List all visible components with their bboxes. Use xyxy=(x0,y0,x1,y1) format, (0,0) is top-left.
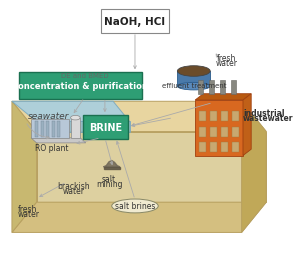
FancyBboxPatch shape xyxy=(221,142,228,152)
Polygon shape xyxy=(12,102,266,132)
FancyBboxPatch shape xyxy=(232,127,239,137)
FancyBboxPatch shape xyxy=(52,122,55,137)
Text: fresh: fresh xyxy=(17,204,37,213)
FancyBboxPatch shape xyxy=(101,10,169,34)
Polygon shape xyxy=(31,138,86,143)
Text: salt: salt xyxy=(102,174,116,183)
Polygon shape xyxy=(195,94,251,101)
Text: water: water xyxy=(62,187,85,196)
FancyBboxPatch shape xyxy=(177,72,210,87)
FancyBboxPatch shape xyxy=(209,81,214,94)
Text: wastewater: wastewater xyxy=(243,114,293,123)
Polygon shape xyxy=(12,202,266,232)
FancyBboxPatch shape xyxy=(57,122,60,137)
FancyBboxPatch shape xyxy=(46,122,50,137)
Polygon shape xyxy=(195,101,243,156)
FancyBboxPatch shape xyxy=(35,122,38,137)
FancyBboxPatch shape xyxy=(232,112,239,122)
FancyBboxPatch shape xyxy=(83,116,128,139)
FancyBboxPatch shape xyxy=(40,122,44,137)
Ellipse shape xyxy=(177,67,210,77)
FancyBboxPatch shape xyxy=(19,73,142,99)
Text: salt brines: salt brines xyxy=(115,202,155,211)
FancyBboxPatch shape xyxy=(199,112,206,122)
Polygon shape xyxy=(103,167,120,170)
FancyBboxPatch shape xyxy=(221,112,228,122)
Ellipse shape xyxy=(177,83,210,91)
Text: industrial: industrial xyxy=(243,109,284,118)
FancyBboxPatch shape xyxy=(199,142,206,152)
FancyBboxPatch shape xyxy=(231,81,236,94)
FancyBboxPatch shape xyxy=(71,118,80,138)
FancyBboxPatch shape xyxy=(210,142,217,152)
Text: water: water xyxy=(216,58,238,67)
Polygon shape xyxy=(103,161,120,167)
Polygon shape xyxy=(37,132,266,202)
FancyBboxPatch shape xyxy=(210,112,217,122)
Text: DE and BMED: DE and BMED xyxy=(61,72,108,78)
Text: fresh: fresh xyxy=(217,53,236,62)
Polygon shape xyxy=(12,102,37,232)
Text: effluent treatment: effluent treatment xyxy=(161,83,226,89)
Text: BRINE: BRINE xyxy=(89,123,122,133)
FancyBboxPatch shape xyxy=(198,81,203,94)
Ellipse shape xyxy=(70,116,80,120)
Text: seawater: seawater xyxy=(28,111,70,120)
Text: water: water xyxy=(17,209,39,218)
FancyBboxPatch shape xyxy=(220,81,225,94)
Polygon shape xyxy=(242,102,266,232)
Text: NaOH, HCl: NaOH, HCl xyxy=(104,17,166,27)
Ellipse shape xyxy=(112,199,158,213)
Text: brackish: brackish xyxy=(57,182,90,190)
FancyBboxPatch shape xyxy=(210,127,217,137)
Polygon shape xyxy=(243,94,251,156)
Text: mining: mining xyxy=(96,179,122,188)
Polygon shape xyxy=(12,102,130,122)
FancyBboxPatch shape xyxy=(31,119,69,138)
FancyBboxPatch shape xyxy=(221,127,228,137)
Text: concentration & purification: concentration & purification xyxy=(13,82,148,91)
Polygon shape xyxy=(37,122,130,132)
FancyBboxPatch shape xyxy=(232,142,239,152)
FancyBboxPatch shape xyxy=(199,127,206,137)
Text: RO plant: RO plant xyxy=(35,144,68,153)
